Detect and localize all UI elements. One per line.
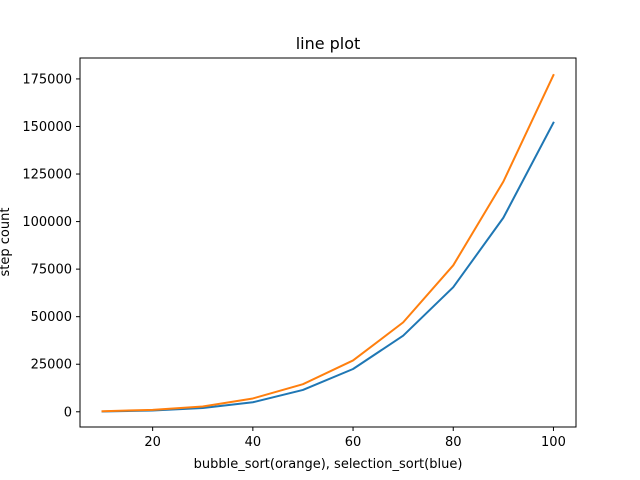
chart-title: line plot — [296, 34, 361, 53]
plot-frame — [79, 57, 577, 428]
y-tick-label: 150000 — [22, 120, 72, 135]
y-tick-label: 75000 — [31, 263, 72, 278]
x-tick-label: 80 — [445, 435, 462, 450]
series-layer — [101, 73, 555, 413]
y-axis: 0 25000 50000 75000 100000 125000 150000 175000 — [22, 72, 80, 420]
y-tick-label: 0 — [64, 405, 72, 420]
y-tick-label: 100000 — [22, 215, 72, 230]
x-tick-label: 20 — [144, 435, 161, 450]
series-line-2 — [101, 73, 555, 413]
y-tick-label: 125000 — [22, 168, 72, 183]
y-tick-label: 175000 — [22, 72, 72, 87]
x-axis: 20 40 60 80 100 — [144, 427, 566, 450]
x-tick-label: 40 — [245, 435, 262, 450]
x-tick-label: 60 — [345, 435, 362, 450]
y-axis-label: step count — [0, 208, 13, 277]
x-tick-label: 100 — [541, 435, 566, 450]
x-axis-label: bubble_sort(orange), selection_sort(blue… — [194, 457, 463, 472]
series-line-1 — [101, 121, 555, 413]
y-tick-label: 50000 — [31, 310, 72, 325]
y-tick-label: 25000 — [31, 358, 72, 373]
